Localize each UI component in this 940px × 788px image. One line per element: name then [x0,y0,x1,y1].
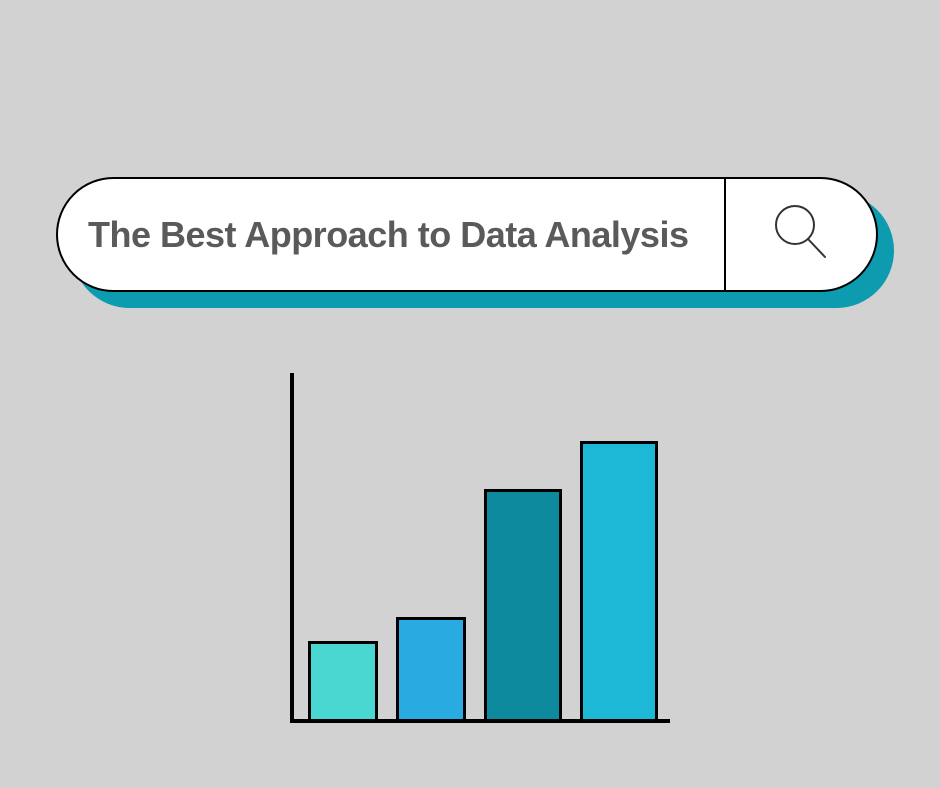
search-bar: The Best Approach to Data Analysis [56,177,878,292]
bar-2 [396,617,466,719]
search-icon [765,199,837,271]
bar-1 [308,641,378,719]
bar-chart [290,373,670,723]
x-axis [290,719,670,723]
search-text[interactable]: The Best Approach to Data Analysis [58,214,724,256]
search-box: The Best Approach to Data Analysis [56,177,878,292]
bar-3 [484,489,562,719]
search-button[interactable] [726,179,876,290]
bar-4 [580,441,658,719]
bars-group [290,373,670,719]
